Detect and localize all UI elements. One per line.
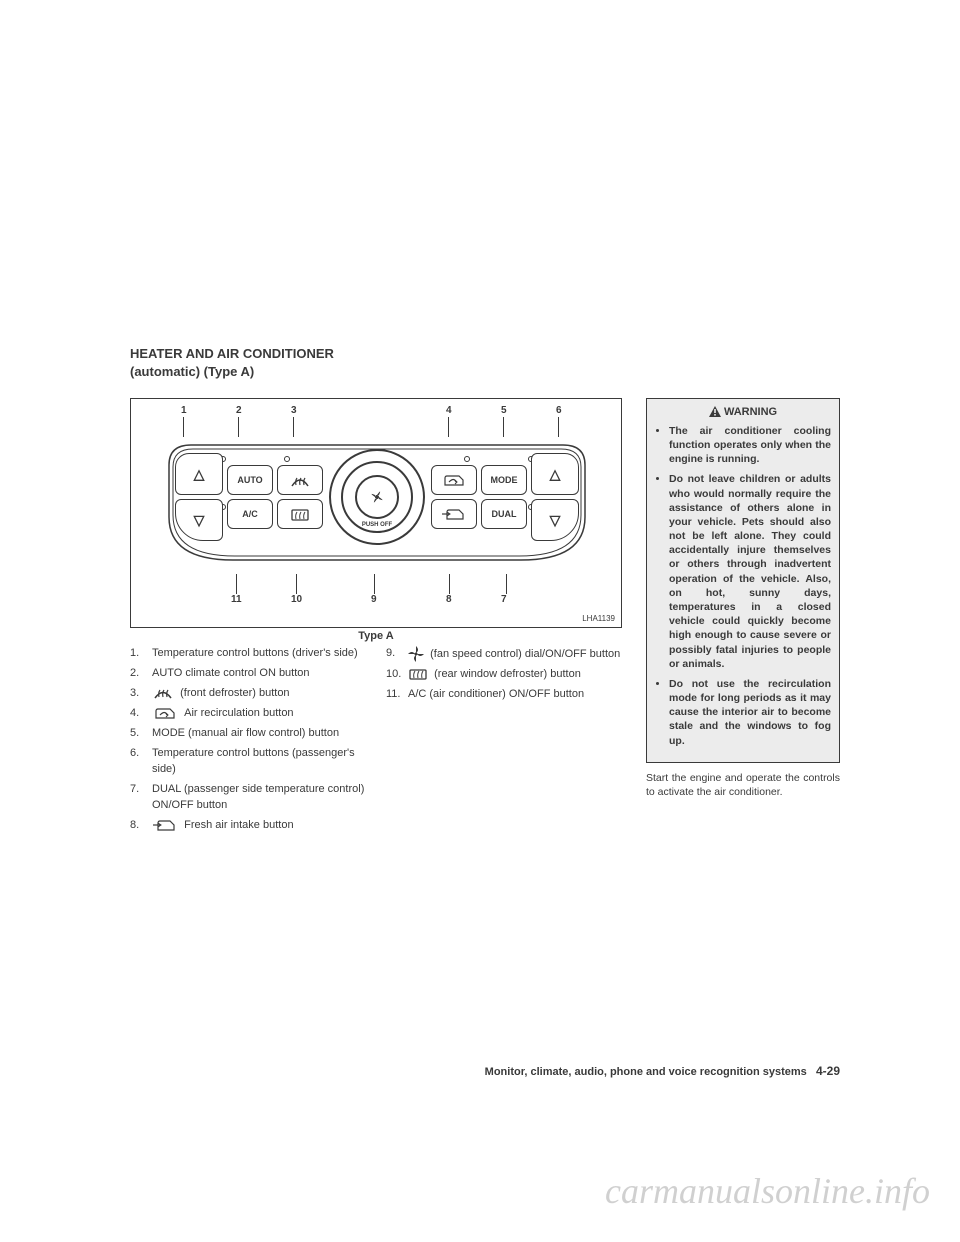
front-defrost-icon	[289, 472, 311, 488]
fan-icon	[408, 648, 424, 660]
legend-num: 9.	[386, 646, 408, 663]
warning-item: Do not leave children or adults who woul…	[669, 472, 831, 670]
legend-item: 11.A/C (air conditioner) ON/OFF button	[386, 687, 622, 703]
callout-1: 1	[181, 405, 187, 416]
triangle-down-icon: ▽	[194, 513, 205, 527]
legend-num: 1.	[130, 646, 152, 662]
fan-icon	[367, 487, 387, 507]
after-warning-text: Start the engine and operate the control…	[646, 771, 840, 799]
rear-defrost-icon	[408, 668, 428, 680]
driver-temp-up-button: △	[175, 453, 223, 495]
legend-text: A/C (air conditioner) ON/OFF button	[408, 687, 622, 703]
legend-num: 5.	[130, 726, 152, 742]
legend-text: MODE (manual air flow control) button	[152, 726, 366, 742]
legend-num: 10.	[386, 667, 408, 683]
triangle-down-icon: ▽	[550, 513, 561, 527]
warning-title: WARNING	[655, 405, 831, 420]
rear-defrost-button	[277, 499, 323, 529]
legend-num: 2.	[130, 666, 152, 682]
diagram-code: LHA1139	[582, 614, 615, 623]
fresh-icon	[152, 819, 178, 831]
callout-11: 11	[231, 594, 242, 605]
legend-text: DUAL (passenger side temperature control…	[152, 782, 366, 814]
page-header: HEATER AND AIR CONDITIONER (automatic) (…	[130, 345, 840, 380]
callout-8: 8	[446, 594, 452, 605]
header-line1: HEATER AND AIR CONDITIONER	[130, 346, 334, 361]
legend-num: 8.	[130, 818, 152, 834]
callout-7: 7	[501, 594, 507, 605]
callout-9: 9	[371, 594, 377, 605]
recirc-icon	[152, 707, 178, 719]
legend-item: 8. Fresh air intake button	[130, 818, 366, 834]
legend-item: 6.Temperature control buttons (passenger…	[130, 746, 366, 778]
warning-item: The air conditioner cooling function ope…	[669, 424, 831, 467]
legend-text: Temperature control buttons (passenger's…	[152, 746, 366, 778]
warning-triangle-icon	[709, 406, 721, 417]
footer-section: Monitor, climate, audio, phone and voice…	[485, 1066, 807, 1078]
warning-list: The air conditioner cooling function ope…	[655, 424, 831, 748]
fresh-air-icon	[441, 506, 467, 522]
push-off-label: PUSH OFF	[343, 522, 411, 528]
legend-item: 5.MODE (manual air flow control) button	[130, 726, 366, 742]
front-defrost-icon	[152, 687, 174, 699]
legend-num: 3.	[130, 686, 152, 702]
legend-item: 10. (rear window defroster) button	[386, 667, 622, 683]
diagram-caption: Type A	[130, 630, 622, 642]
legend-text: Air recirculation button	[152, 706, 366, 722]
legend-item: 9. (fan speed control) dial/ON/OFF butto…	[386, 646, 622, 663]
footer-page: 4-29	[816, 1064, 840, 1078]
front-defrost-button	[277, 465, 323, 495]
recirc-button	[431, 465, 477, 495]
legend-num: 6.	[130, 746, 152, 778]
legend-text: (fan speed control) dial/ON/OFF button	[408, 646, 622, 663]
callout-6: 6	[556, 405, 562, 416]
fan-dial: PUSH OFF	[329, 449, 425, 545]
legend-text: Temperature control buttons (driver's si…	[152, 646, 366, 662]
legend-text: AUTO climate control ON button	[152, 666, 366, 682]
callout-4: 4	[446, 405, 452, 416]
watermark: carmanualsonline.info	[605, 1170, 930, 1212]
legend-item: 4. Air recirculation button	[130, 706, 366, 722]
callout-3: 3	[291, 405, 297, 416]
page-footer: Monitor, climate, audio, phone and voice…	[130, 1064, 840, 1078]
auto-button: AUTO	[227, 465, 273, 495]
diagram-box: 1 2 3 4 5 6 11 10 9 8 7	[130, 398, 622, 628]
hvac-panel: △ ▽ AUTO A/C	[161, 435, 593, 580]
ac-button: A/C	[227, 499, 273, 529]
legend-item: 1.Temperature control buttons (driver's …	[130, 646, 366, 662]
dual-button: DUAL	[481, 499, 527, 529]
header-line2: (automatic) (Type A)	[130, 364, 254, 379]
legend-text: Fresh air intake button	[152, 818, 366, 834]
rear-defrost-icon	[289, 506, 311, 522]
recirc-icon	[441, 472, 467, 488]
legend-num: 11.	[386, 687, 408, 703]
legend-text: (front defroster) button	[152, 686, 366, 702]
legend-num: 4.	[130, 706, 152, 722]
legend-num: 7.	[130, 782, 152, 814]
triangle-up-icon: △	[194, 467, 205, 481]
passenger-temp-up-button: △	[531, 453, 579, 495]
warning-box: WARNING The air conditioner cooling func…	[646, 398, 840, 763]
legend-item: 3. (front defroster) button	[130, 686, 366, 702]
warning-item: Do not use the recirculation mode for lo…	[669, 677, 831, 748]
triangle-up-icon: △	[550, 467, 561, 481]
mode-button: MODE	[481, 465, 527, 495]
legend-text: (rear window defroster) button	[408, 667, 622, 683]
callout-5: 5	[501, 405, 507, 416]
callout-10: 10	[291, 594, 302, 605]
legend-item: 7.DUAL (passenger side temperature contr…	[130, 782, 366, 814]
callout-2: 2	[236, 405, 242, 416]
fresh-air-button	[431, 499, 477, 529]
legend-item: 2.AUTO climate control ON button	[130, 666, 366, 682]
